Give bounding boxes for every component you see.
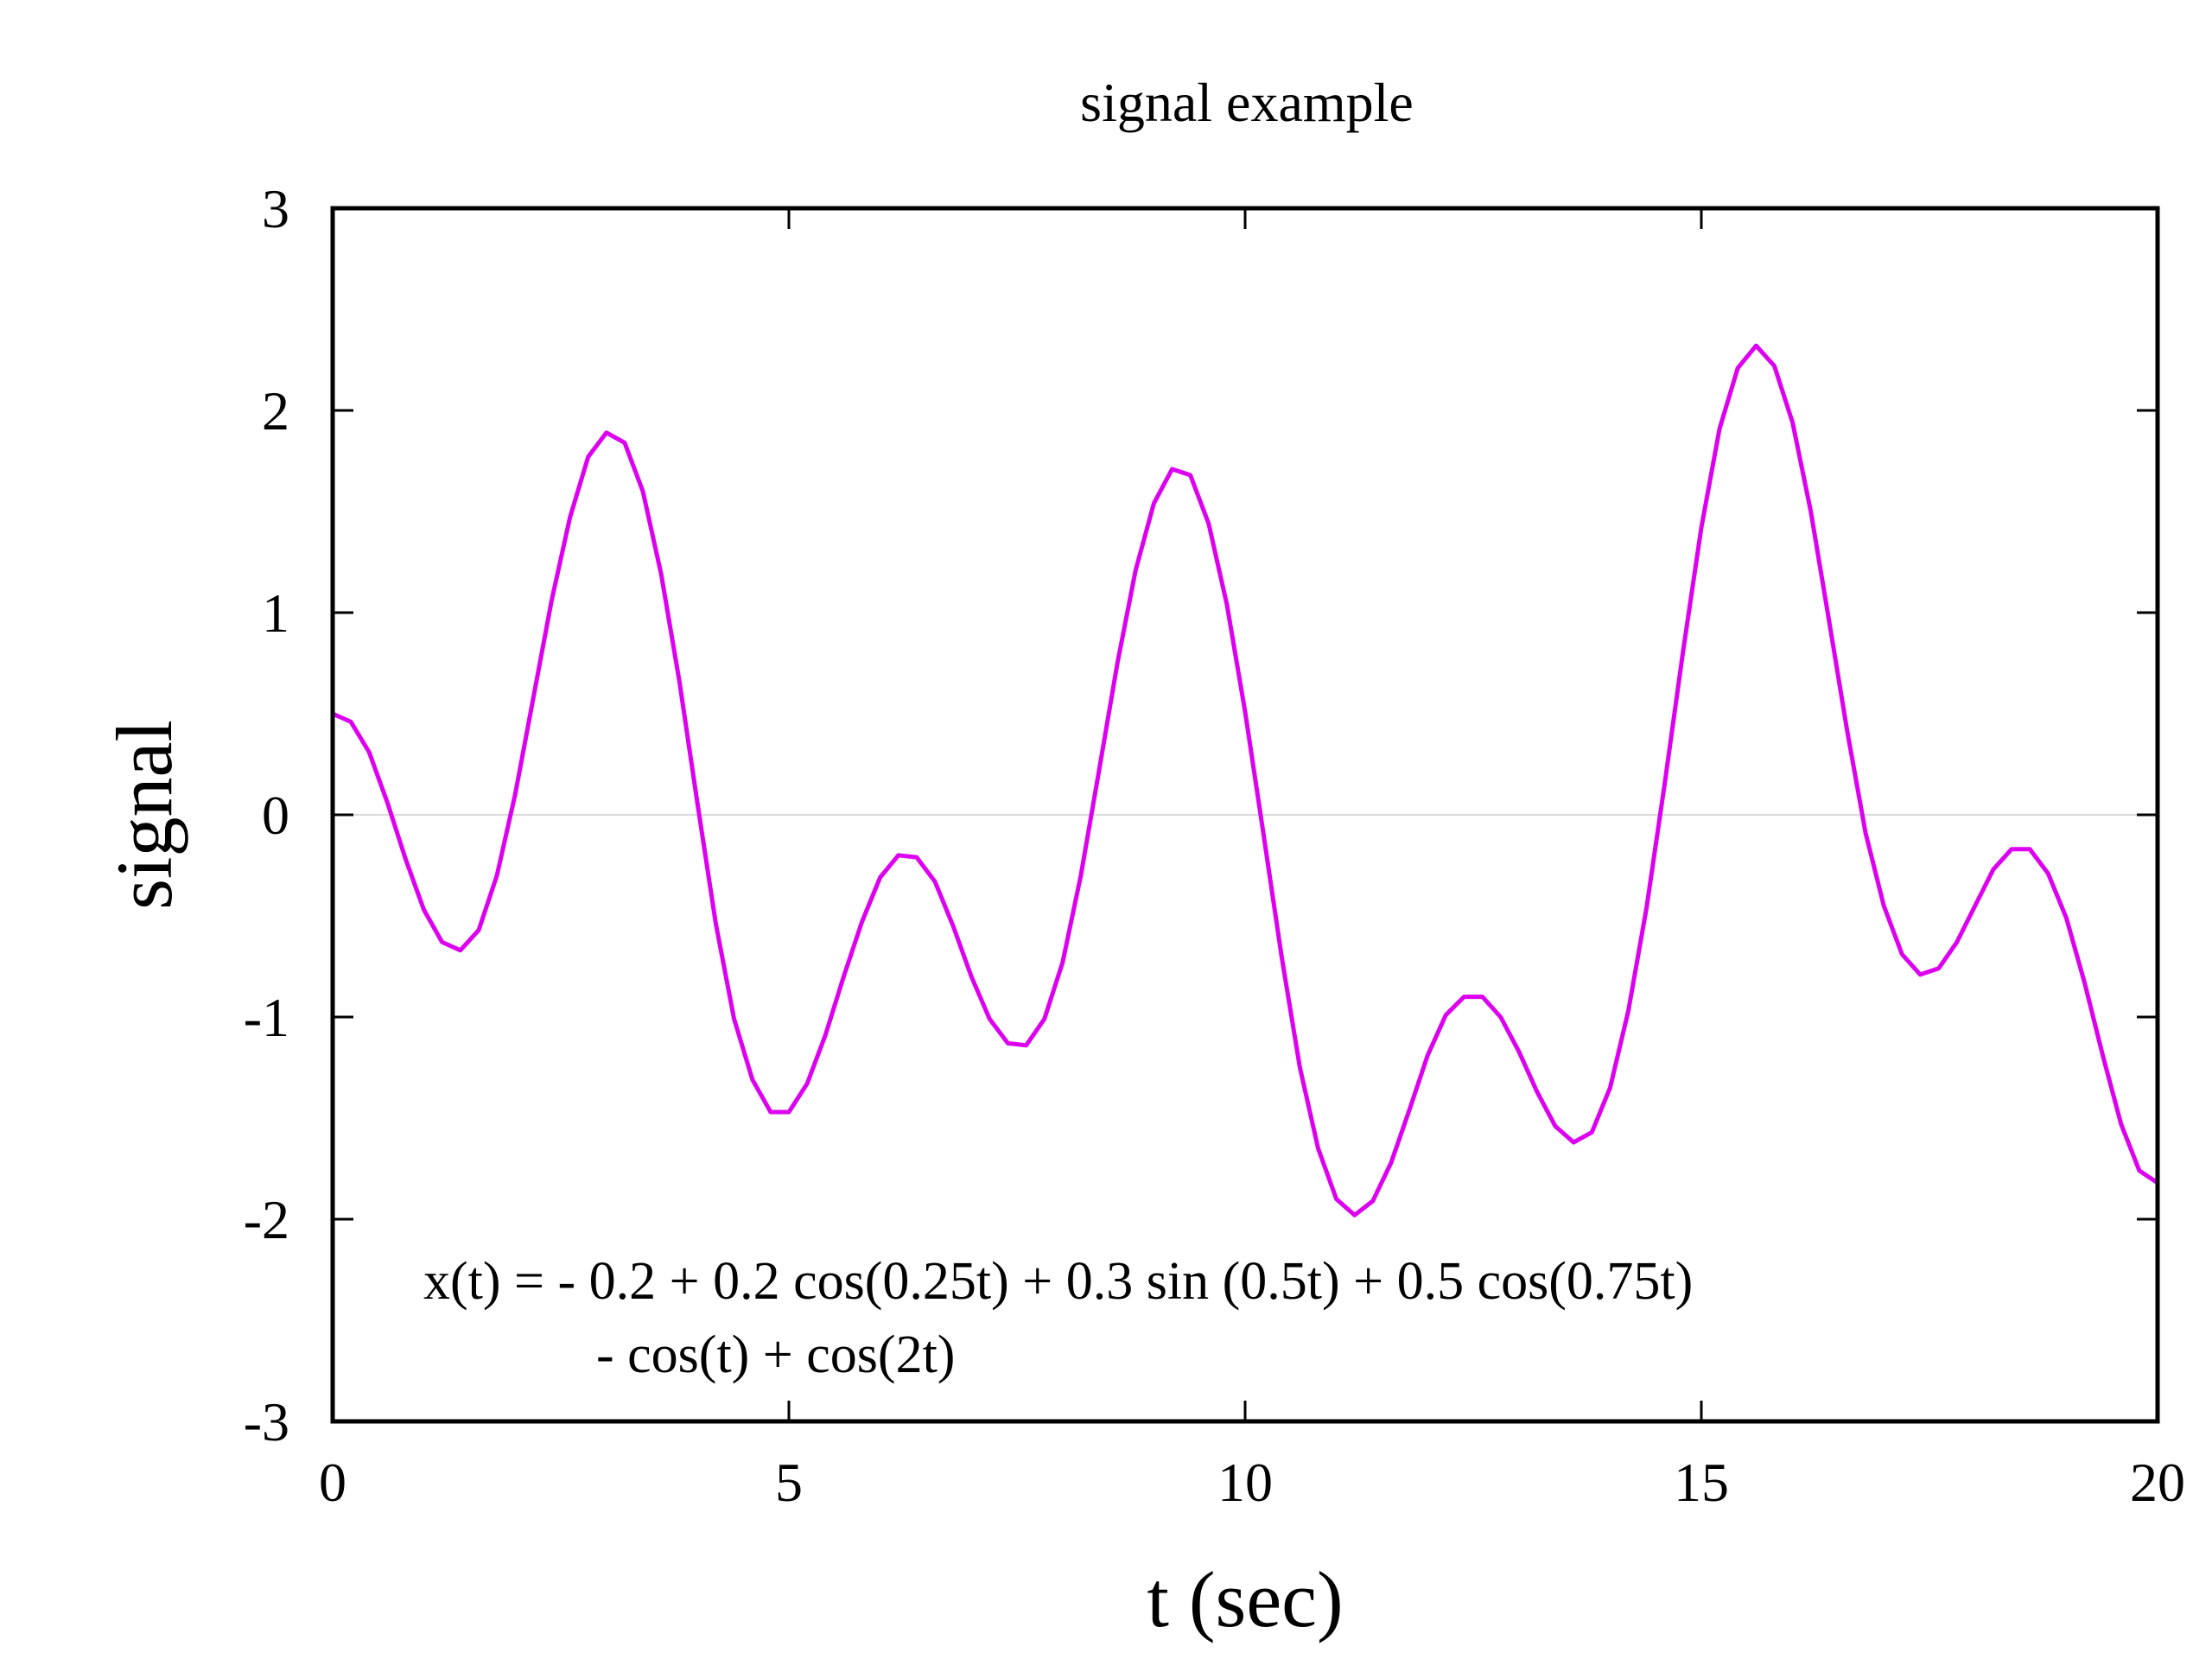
axis-tick-labels: 0 5 10 15 20 -3 -2 -1 0 1 2 3 [244, 178, 2185, 1513]
y-axis-label: signal [100, 720, 188, 910]
signal-series-line [330, 343, 2160, 1217]
y-tick-label: 0 [262, 785, 289, 846]
y-tick-label: -2 [244, 1189, 289, 1250]
plot-frame [330, 206, 2160, 1424]
y-tick-label: 2 [262, 380, 289, 442]
y-tick-label: 3 [262, 178, 289, 239]
formula-annotation-line1: x(t) = - 0.2 + 0.2 cos(0.25t) + 0.3 sin … [423, 1252, 1693, 1311]
x-tick-label: 15 [1674, 1452, 1729, 1513]
x-tick-label: 0 [319, 1452, 346, 1513]
y-tick-label: -3 [244, 1391, 289, 1452]
x-tick-label: 5 [775, 1452, 803, 1513]
chart-title: signal example [1080, 72, 1414, 133]
y-tick-label: 1 [262, 582, 289, 644]
x-axis-label: t (sec) [1147, 1555, 1343, 1643]
x-tick-label: 20 [2130, 1452, 2185, 1513]
formula-annotation-line2: - cos(t) + cos(2t) [596, 1325, 955, 1384]
x-tick-label: 10 [1217, 1452, 1273, 1513]
y-tick-label: -1 [244, 987, 289, 1048]
